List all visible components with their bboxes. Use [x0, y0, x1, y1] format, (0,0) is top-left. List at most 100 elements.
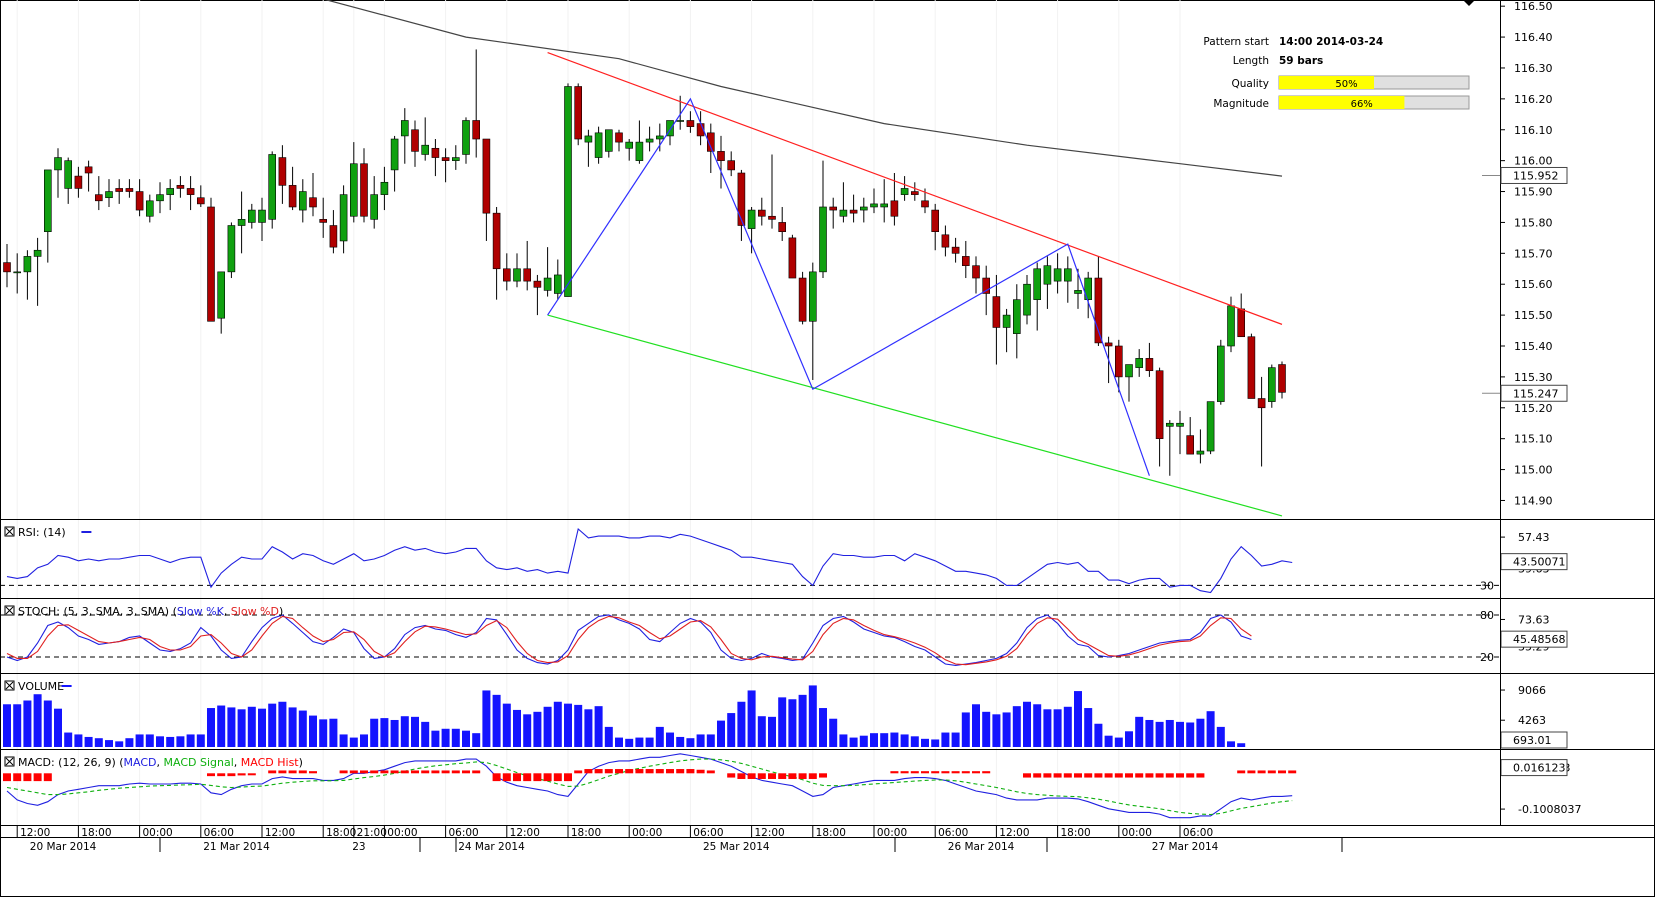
macd-hist-bar: [1176, 773, 1184, 778]
volume-bar: [33, 694, 42, 747]
candle: [349, 142, 358, 223]
macd-hist-bar: [615, 769, 623, 774]
candle: [309, 173, 317, 217]
pattern-bar-text: 66%: [1351, 99, 1373, 110]
candle: [1237, 293, 1245, 338]
candle: [207, 197, 215, 322]
svg-text:VOLUME: VOLUME: [18, 680, 64, 693]
date-label: 21 Mar 2014: [203, 841, 270, 853]
indicator-line: [6, 614, 1252, 666]
candle: [1217, 339, 1225, 405]
candle: [1043, 256, 1052, 309]
macd-hist-bar: [237, 773, 246, 776]
macd-hist-bar: [227, 773, 236, 777]
volume-bar: [451, 728, 460, 747]
volume-bar: [1094, 723, 1103, 747]
macd-hist-bar: [655, 769, 664, 774]
macd-hist-bar: [972, 771, 980, 774]
volume-bar: [309, 715, 317, 747]
price-tick-label: 116.10: [1514, 124, 1553, 137]
candle: [84, 160, 93, 192]
volume-bar: [1206, 711, 1215, 747]
candle: [686, 111, 695, 133]
macd-hist-bar: [727, 773, 736, 778]
candle: [890, 173, 899, 226]
volume-bar: [247, 706, 256, 747]
time-label: 18:00: [326, 827, 356, 839]
macd-hist-bar: [23, 773, 32, 782]
macd-hist-bar: [890, 771, 899, 774]
candle: [197, 185, 205, 207]
time-label: 06:00: [448, 827, 478, 839]
date-label: 26 Mar 2014: [948, 841, 1015, 853]
macd-hist-bar: [217, 773, 226, 777]
pattern-info-box: Pattern start 14:00 2014-03-24 Length 59 ba…: [1203, 36, 1470, 110]
macd-hist-bar: [757, 773, 766, 779]
candle: [3, 244, 11, 288]
zigzag-line: [547, 97, 1150, 476]
pattern-bar-label: Quality: [1231, 78, 1269, 90]
candle: [431, 139, 440, 177]
svg-text:115.247: 115.247: [1513, 387, 1559, 400]
macd-hist-bar: [819, 773, 827, 778]
candle: [594, 126, 603, 164]
candle: [655, 123, 664, 152]
price-panel[interactable]: [0, 0, 1655, 520]
indicator-title[interactable]: VOLUME: [4, 680, 72, 693]
candle: [604, 129, 613, 158]
volume-bar: [931, 739, 940, 747]
volume-bar: [523, 714, 532, 747]
volume-bar: [13, 704, 22, 747]
volume-bar: [227, 707, 236, 747]
date-label: 27 Mar 2014: [1152, 841, 1219, 853]
candle: [472, 49, 481, 158]
indicator-title[interactable]: MACD: (12, 26, 9) (MACD, MACD Signal, MA…: [4, 756, 303, 769]
date-label: 23: [352, 841, 365, 853]
date-label: 20 Mar 2014: [30, 841, 97, 853]
indicator-tick-label: -0.1008037: [1518, 803, 1581, 816]
indicator-tick-label: 73.63: [1518, 613, 1550, 626]
indicator-panel-3[interactable]: 9066 4263 693.01 VOLUME: [0, 680, 1655, 750]
volume-bar: [1043, 709, 1052, 747]
indicator-title[interactable]: RSI: (14): [4, 526, 92, 539]
indicator-tick-label: 57.43: [1518, 531, 1550, 544]
macd-hist-bar: [808, 773, 817, 779]
pattern-info-value: 59 bars: [1279, 55, 1323, 67]
volume-bar: [207, 708, 215, 747]
candle: [421, 117, 430, 161]
indicator-current-value: 45.48568: [1500, 630, 1568, 648]
macd-hist-bar: [951, 771, 960, 774]
pattern-info-label: Pattern start: [1203, 36, 1269, 48]
volume-bar: [105, 740, 113, 747]
volume-bar: [900, 734, 909, 747]
price-axis: 116.50116.40116.30116.20116.10116.00115.…: [1463, 0, 1568, 825]
volume-bar: [1074, 691, 1082, 747]
candle: [33, 237, 42, 306]
candle: [757, 197, 766, 226]
candle: [533, 274, 542, 316]
candle: [727, 151, 736, 177]
time-label: 00:00: [1122, 827, 1152, 839]
macd-hist-bar: [564, 773, 572, 782]
volume-bar: [1165, 719, 1174, 747]
volume-bar: [533, 711, 542, 747]
candle: [1002, 308, 1011, 353]
volume-bar: [135, 734, 144, 747]
time-label: 21:00: [357, 827, 387, 839]
macd-hist-bar: [921, 771, 929, 774]
price-tick-label: 115.90: [1514, 186, 1553, 199]
volume-bar: [166, 736, 175, 747]
volume-bar: [625, 738, 634, 747]
macd-hist-bar: [961, 771, 970, 774]
candle: [23, 250, 32, 300]
scroll-marker-icon[interactable]: [1463, 0, 1475, 6]
macd-hist-bar: [309, 771, 317, 774]
volume-bar: [645, 737, 654, 747]
indicator-title[interactable]: STOCH: (5, 3, SMA, 3, SMA) (Slow %K, Slo…: [4, 605, 283, 618]
volume-bar: [961, 712, 970, 747]
